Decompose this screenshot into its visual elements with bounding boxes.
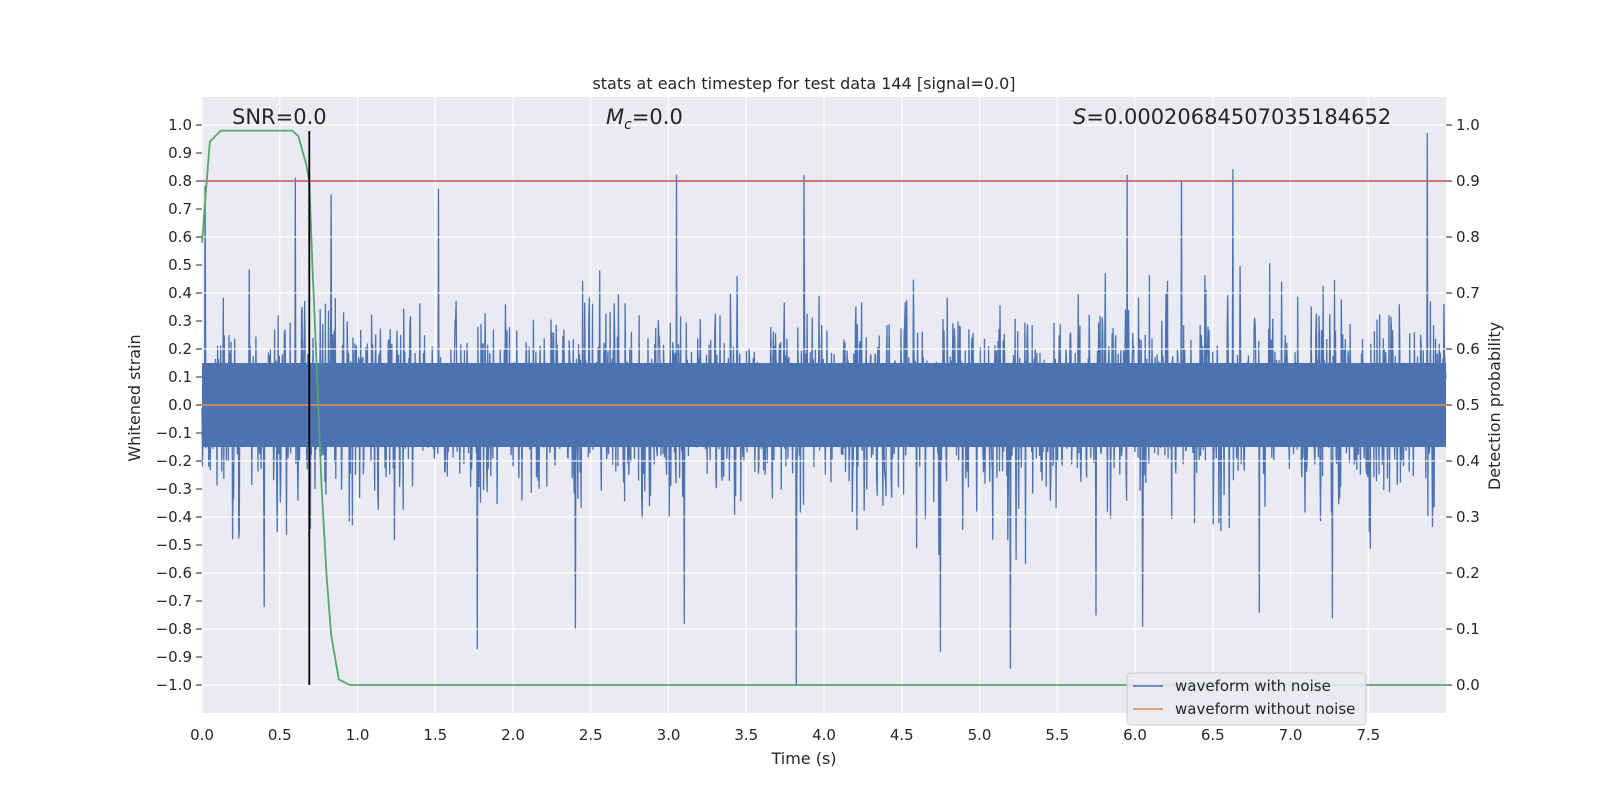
y-tick-label: 0.4 [168, 284, 192, 302]
y-tick-label: −0.3 [156, 480, 192, 498]
chirp-mass-annotation: Mc=0.0 [606, 105, 683, 133]
y2-tick-label: 0.1 [1456, 620, 1480, 638]
y-tick-label: 0.8 [168, 172, 192, 190]
y2-tick-label: 1.0 [1456, 116, 1480, 134]
x-tick-label: 4.0 [812, 726, 836, 744]
y2-tick-label: 0.7 [1456, 284, 1480, 302]
x-tick-label: 7.0 [1279, 726, 1303, 744]
x-tick-label: 6.5 [1201, 726, 1225, 744]
mc-value: =0.0 [632, 105, 683, 129]
y2-axis-ticks: 1.0 0.9 0.8 0.7 0.6 0.5 0.4 0.3 0.2 0.1 0.0 [1446, 116, 1480, 694]
y2-tick-label: 0.2 [1456, 564, 1480, 582]
y-tick-label: −0.7 [156, 592, 192, 610]
snr-annotation: SNR=0.0 [232, 105, 327, 129]
y-tick-label: −0.9 [156, 648, 192, 666]
y2-tick-label: 0.4 [1456, 452, 1480, 470]
detection-probability-line [201, 129, 1446, 686]
legend: waveform with noise waveform without noi… [1126, 672, 1367, 726]
x-tick-label: 2.0 [501, 726, 525, 744]
y2-tick-label: 0.0 [1456, 676, 1480, 694]
x-axis-label: Time (s) [770, 749, 836, 768]
y-tick-label: 0.1 [168, 368, 192, 386]
x-tick-label: 0.5 [268, 726, 292, 744]
y-axis-ticks: 1.0 0.9 0.8 0.7 0.6 0.5 0.4 0.3 0.2 0.1 0.0 −0.1 −0.… [156, 116, 202, 694]
y-tick-label: 0.7 [168, 200, 192, 218]
x-tick-label: 3.0 [657, 726, 681, 744]
x-tick-label: 2.5 [579, 726, 603, 744]
chart-title: stats at each timestep for test data 144… [592, 74, 1015, 93]
y-tick-label: −0.6 [156, 564, 192, 582]
x-tick-label: 4.5 [890, 726, 914, 744]
y-tick-label: 0.0 [168, 396, 192, 414]
x-tick-label: 3.5 [734, 726, 758, 744]
y-axis-label: Whitened strain [125, 334, 144, 461]
s-annotation: S=0.00020684507035184652 [1073, 105, 1391, 129]
x-tick-label: 7.5 [1356, 726, 1380, 744]
x-tick-label: 6.0 [1123, 726, 1147, 744]
y-tick-label: −1.0 [156, 676, 192, 694]
y-tick-label: 0.3 [168, 312, 192, 330]
y2-tick-label: 0.3 [1456, 508, 1480, 526]
x-tick-label: 1.5 [423, 726, 447, 744]
y2-tick-label: 0.5 [1456, 396, 1480, 414]
x-tick-label: 1.0 [346, 726, 370, 744]
legend-label-noise: waveform with noise [1175, 677, 1331, 695]
s-value: =0.00020684507035184652 [1086, 105, 1391, 129]
x-tick-label: 0.0 [190, 726, 214, 744]
x-axis-ticks: 0.0 0.5 1.0 1.5 2.0 2.5 3.0 3.5 4.0 4.5 5.0 5.5 6.0 6… [190, 726, 1380, 744]
y-tick-label: −0.5 [156, 536, 192, 554]
x-tick-label: 5.5 [1045, 726, 1069, 744]
y-tick-label: 0.5 [168, 256, 192, 274]
legend-label-clean: waveform without noise [1175, 700, 1355, 718]
y-tick-label: 1.0 [168, 116, 192, 134]
mc-symbol: M [606, 105, 624, 129]
y2-axis-label: Detection probability [1485, 322, 1504, 490]
legend-box [1126, 672, 1367, 726]
y-tick-label: 0.9 [168, 144, 192, 162]
y-tick-label: −0.1 [156, 424, 192, 442]
y-tick-label: 0.6 [168, 228, 192, 246]
y-tick-label: 0.2 [168, 340, 192, 358]
y-tick-label: −0.2 [156, 452, 192, 470]
mc-subscript: c [624, 117, 632, 133]
s-symbol: S [1073, 105, 1086, 129]
y2-tick-label: 0.6 [1456, 340, 1480, 358]
x-tick-label: 5.0 [968, 726, 992, 744]
y2-tick-label: 0.9 [1456, 172, 1480, 190]
y-tick-label: −0.8 [156, 620, 192, 638]
y-tick-label: −0.4 [156, 508, 192, 526]
y2-tick-label: 0.8 [1456, 228, 1480, 246]
